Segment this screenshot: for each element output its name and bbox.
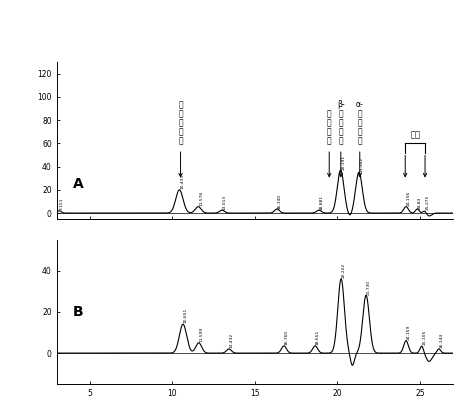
Text: 10.651: 10.651 [184,307,188,323]
Text: 11.599: 11.599 [200,327,203,342]
Text: 13.432: 13.432 [230,333,234,349]
Text: 20.222: 20.222 [342,263,346,278]
Text: 25.105: 25.105 [422,330,427,345]
Text: 16.760: 16.760 [285,330,289,345]
Text: 乳
铁
蛋
白: 乳 铁 蛋 白 [327,109,331,145]
Text: 21.302: 21.302 [360,157,364,172]
Text: 3.151: 3.151 [60,198,64,210]
Text: 乳糖: 乳糖 [410,130,420,139]
Text: 24.156: 24.156 [407,191,411,206]
Text: 24.159: 24.159 [407,325,411,340]
Text: 11.576: 11.576 [199,190,203,206]
Text: 26.144: 26.144 [440,333,444,349]
Text: 24.83: 24.83 [418,196,422,209]
Text: A: A [73,176,84,190]
Text: 10.433: 10.433 [180,174,184,189]
Text: 13.013: 13.013 [223,195,227,210]
Text: 25.275: 25.275 [425,195,430,210]
Text: 18.881: 18.881 [320,195,324,210]
Text: α-
乳
白
蛋
白: α- 乳 白 蛋 白 [356,100,363,145]
Text: β-
乳
球
蛋
白: β- 乳 球 蛋 白 [337,100,345,145]
Text: 免
疫
球
蛋
白: 免 疫 球 蛋 白 [178,100,183,145]
Text: B: B [73,305,84,319]
Text: 20.191: 20.191 [341,154,346,170]
Text: 21.730: 21.730 [367,280,371,295]
Text: 16.340: 16.340 [278,194,282,209]
Text: 18.651: 18.651 [316,330,320,345]
